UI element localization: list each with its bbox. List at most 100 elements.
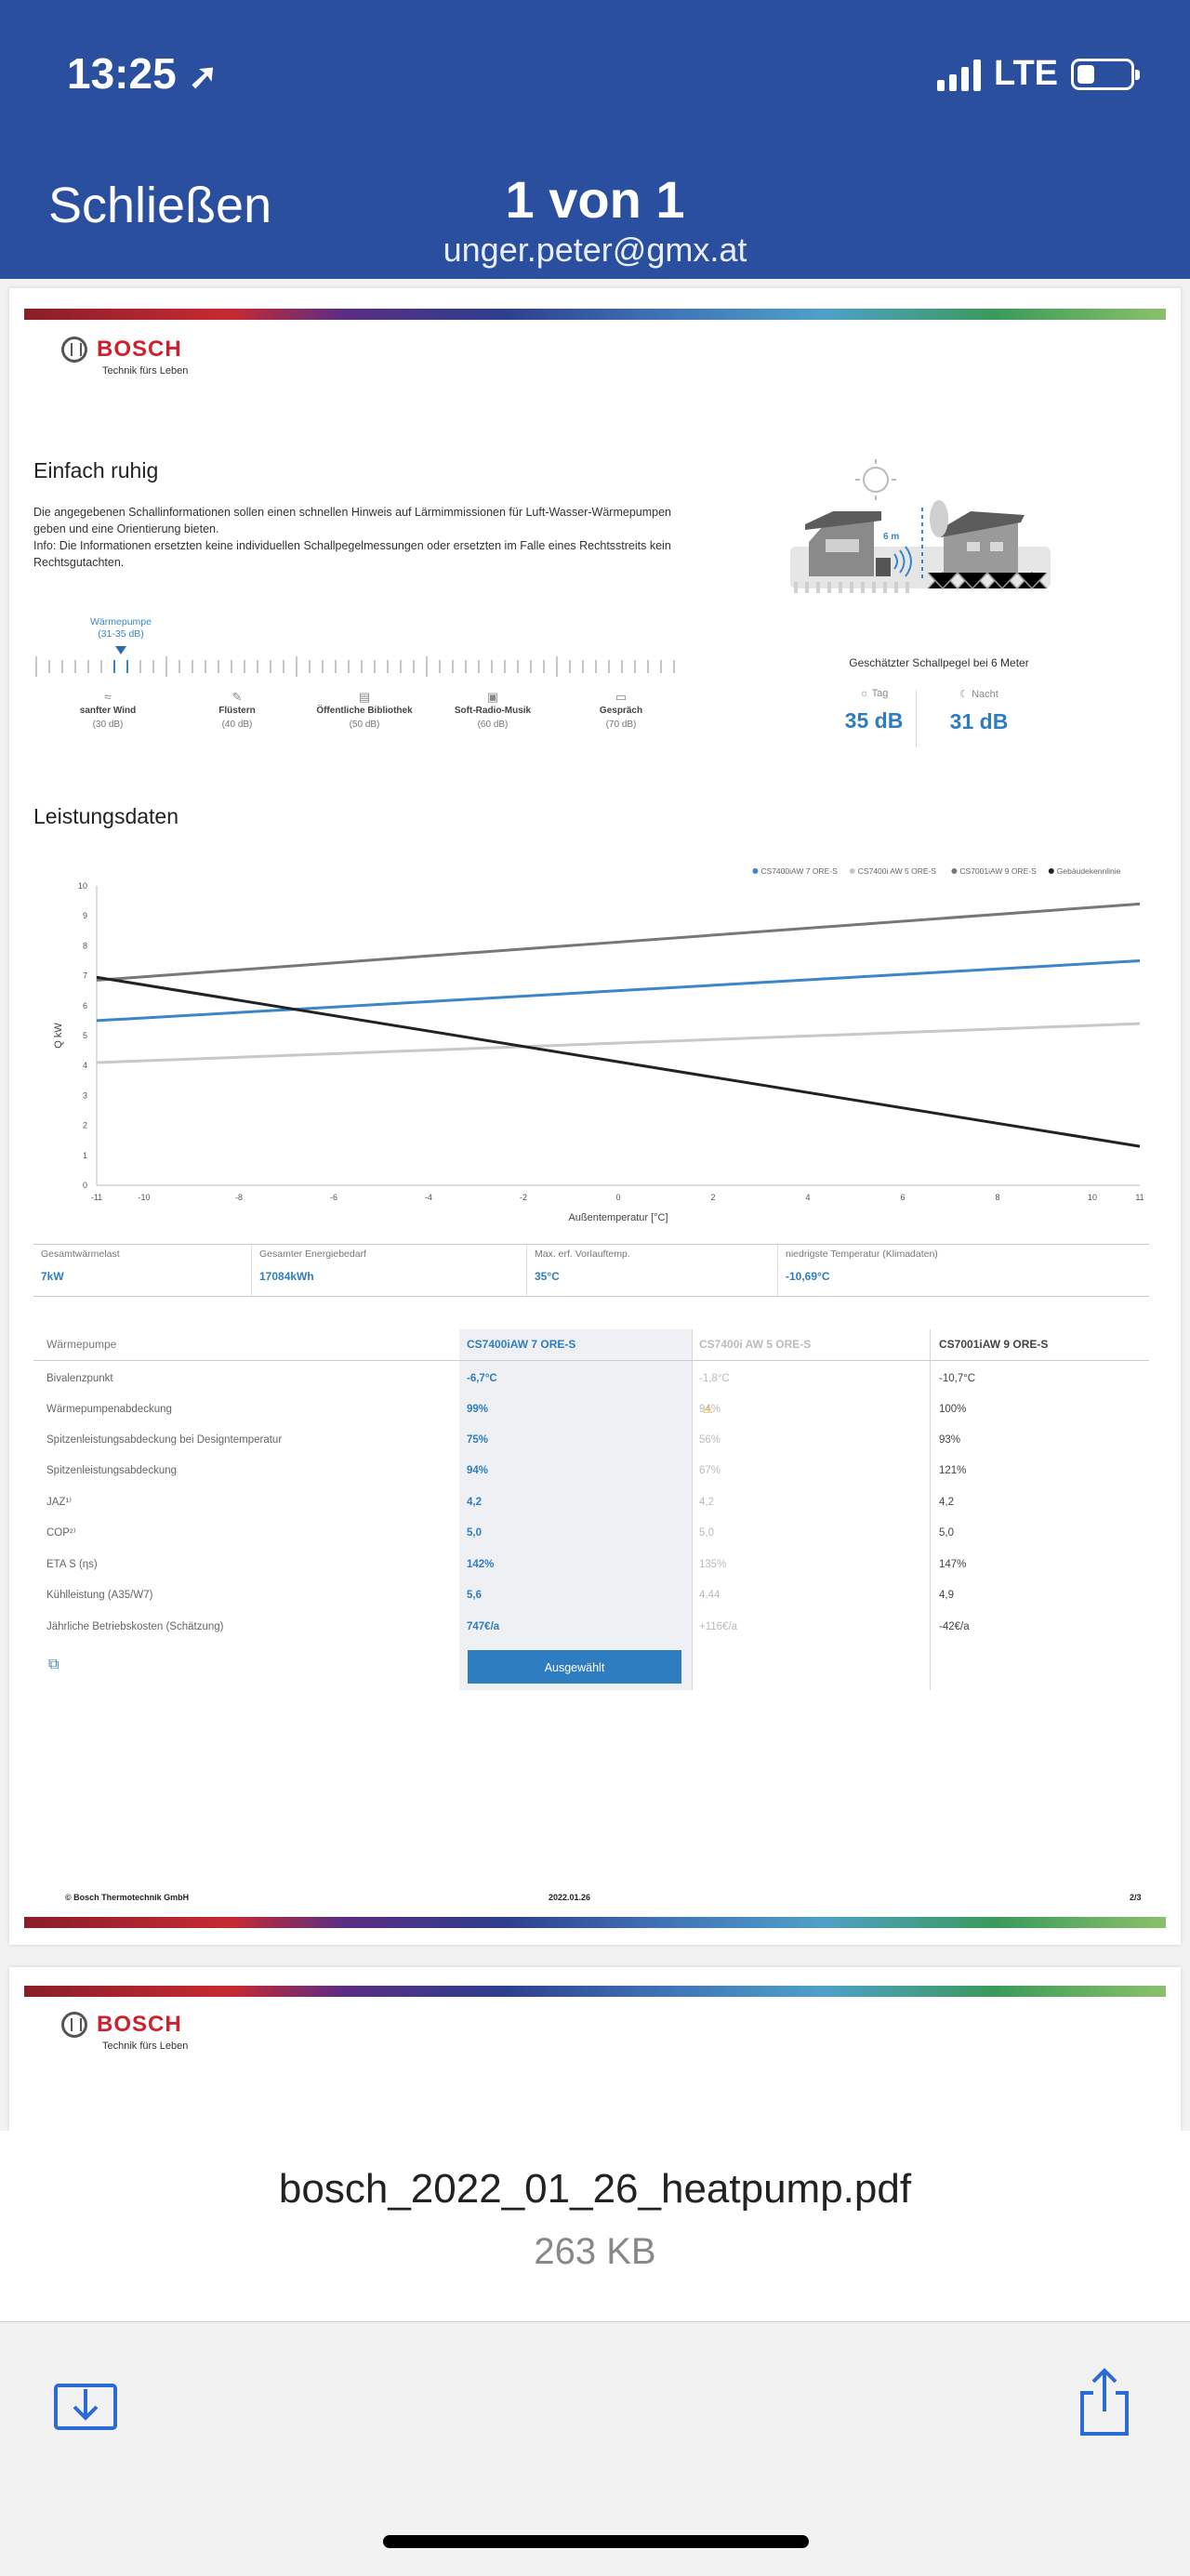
legend-item: CS7400i AW 5 ORE-S [858, 866, 937, 876]
scale-tick [348, 660, 350, 673]
table-header-row: Wärmepumpe CS7400iAW 7 ORE-S CS7400i AW … [33, 1329, 1149, 1361]
scale-tick [205, 660, 206, 673]
table-row: Kühlleistung (A35/W7) 5,6 4,44 4,9 [46, 1590, 954, 1601]
moon-icon: ☾ [959, 689, 970, 700]
series-line [96, 975, 1141, 1148]
legend-item: CS7400iAW 7 ORE-S [760, 866, 838, 876]
x-tick-label: 0 [615, 1193, 620, 1202]
scale-tick [621, 660, 623, 673]
radio-icon: ▣ [486, 690, 499, 704]
bosch-tagline: Technik fürs Leben [102, 2041, 189, 2052]
scale-tick [452, 660, 454, 673]
whisper-icon: ✎ [231, 690, 243, 704]
y-tick-label: 10 [78, 881, 87, 891]
scale-tick [126, 660, 128, 673]
sound-estimate-caption: Geschätzter Schallpegel bei 6 Meter [849, 656, 1029, 669]
y-tick-label: 6 [83, 1001, 87, 1011]
distance-label: 6 m [883, 532, 899, 542]
network-type: LTE [994, 54, 1058, 93]
share-icon[interactable] [1067, 2365, 1142, 2439]
scale-tick [387, 660, 389, 673]
scale-tick [660, 660, 662, 673]
y-tick-label: 0 [83, 1181, 87, 1190]
bosch-emblem-icon [61, 2012, 87, 2038]
scale-tick [231, 660, 232, 673]
scale-tick [361, 660, 363, 673]
scale-tick [296, 656, 298, 677]
scale-tick [400, 660, 402, 673]
scale-tick [35, 656, 37, 677]
column-divider [930, 1329, 931, 1690]
scale-tick [374, 660, 376, 673]
table-row: JAZ¹⁾ 4,2 4,2 4,2 [46, 1497, 954, 1508]
model-7-header[interactable]: CS7400iAW 7 ORE-S [467, 1338, 576, 1351]
color-stripe-top [24, 1986, 1166, 1997]
legend-item: Gebäudekennlinie [1057, 866, 1121, 876]
save-to-files-icon[interactable] [48, 2365, 123, 2439]
y-tick-label: 9 [83, 911, 87, 920]
y-tick-label: 4 [83, 1061, 87, 1070]
noise-item-whisper: ✎ Flüstern (40 dB) [186, 690, 288, 732]
noise-item-radio: ▣ Soft-Radio-Musik (60 dB) [442, 690, 544, 732]
file-name: bosch_2022_01_26_heatpump.pdf [278, 2166, 912, 2212]
scale-tick [257, 660, 258, 673]
scale-tick [413, 660, 415, 673]
file-size: 263 KB [534, 2231, 656, 2272]
legend-marker [951, 868, 958, 874]
y-tick-label: 7 [83, 971, 87, 981]
model-9-header[interactable]: CS7001iAW 9 ORE-S [939, 1338, 1049, 1351]
x-tick-label: 10 [1088, 1193, 1097, 1202]
scale-tick [192, 660, 193, 673]
scale-tick [504, 660, 506, 673]
home-indicator[interactable] [383, 2535, 809, 2548]
model-5-header[interactable]: CS7400i AW 5 ORE-S [699, 1338, 812, 1351]
y-tick-label: 5 [83, 1031, 87, 1040]
selected-column [459, 1329, 692, 1690]
scale-tick [491, 660, 493, 673]
sender-email: unger.peter@gmx.at [443, 231, 747, 269]
info-link-icon[interactable]: ⧉ [48, 1657, 60, 1672]
scale-tick [244, 660, 245, 673]
x-tick-label: -10 [138, 1193, 150, 1202]
selected-button[interactable]: Ausgewählt [468, 1650, 681, 1684]
pump-marker-icon [115, 646, 126, 654]
kpi-energy-demand: Gesamter Energiebedarf 17084kWh [251, 1245, 522, 1296]
bosch-logo: BOSCH [61, 2012, 182, 2038]
noise-scale [35, 656, 686, 679]
bosch-logo: BOSCH [61, 337, 182, 363]
scale-tick [74, 660, 76, 673]
kpi-heat-load: Gesamtwärmelast 7kW [41, 1248, 120, 1283]
series-line [96, 1022, 1141, 1064]
scale-tick [478, 660, 480, 673]
legend-item: CS7001iAW 9 ORE-S [959, 866, 1037, 876]
table-row: Bivalenzpunkt -6,7°C -1,8°C -10,7°C [46, 1373, 976, 1384]
viewer-header: 13:25 ➚ LTE Schließen 1 von 1 unger.pete… [0, 0, 1190, 279]
scale-tick [582, 660, 584, 673]
bosch-emblem-icon [61, 337, 87, 363]
close-button[interactable]: Schließen [48, 178, 272, 233]
kpi-strip: Gesamtwärmelast 7kW Gesamter Energiebedar… [33, 1244, 1149, 1297]
y-tick-label: 8 [83, 941, 87, 950]
scale-tick [139, 660, 141, 673]
footer-date: 2022.01.26 [549, 1893, 591, 1902]
noise-intro: Die angegebenen Schallinformationen soll… [33, 506, 671, 569]
series-line [96, 902, 1141, 982]
scale-tick [309, 660, 311, 673]
scale-tick [87, 660, 89, 673]
x-tick-label: 8 [995, 1193, 999, 1202]
warning-icon: ⚠ [703, 1403, 713, 1416]
table-row: Wärmepumpenabdeckung 99% 94% ⚠ 100% [33, 1394, 1149, 1425]
page-counter: 1 von 1 [505, 170, 685, 229]
x-axis-label: Außentemperatur [°C] [568, 1212, 668, 1223]
footer-copyright: © Bosch Thermotechnik GmbH [65, 1893, 190, 1902]
column-divider [692, 1329, 693, 1690]
pdf-page-next: BOSCH Technik fürs Leben [9, 1967, 1181, 2131]
wind-icon: ≈ [104, 690, 112, 704]
scale-tick [543, 660, 545, 673]
sun-icon: ☼ [859, 688, 869, 699]
chart-svg: 0 1 2 3 4 5 6 7 8 9 10 -11 -10 -8 -6 -4 -2 0 2 4 6 8 10 11 Außen… [53, 866, 1144, 1223]
battery-icon [1071, 58, 1140, 90]
noise-item-wind: ≈ sanfter Wind (30 dB) [57, 690, 159, 732]
y-tick-label: 2 [83, 1121, 87, 1130]
performance-title: Leistungsdaten [33, 804, 179, 828]
